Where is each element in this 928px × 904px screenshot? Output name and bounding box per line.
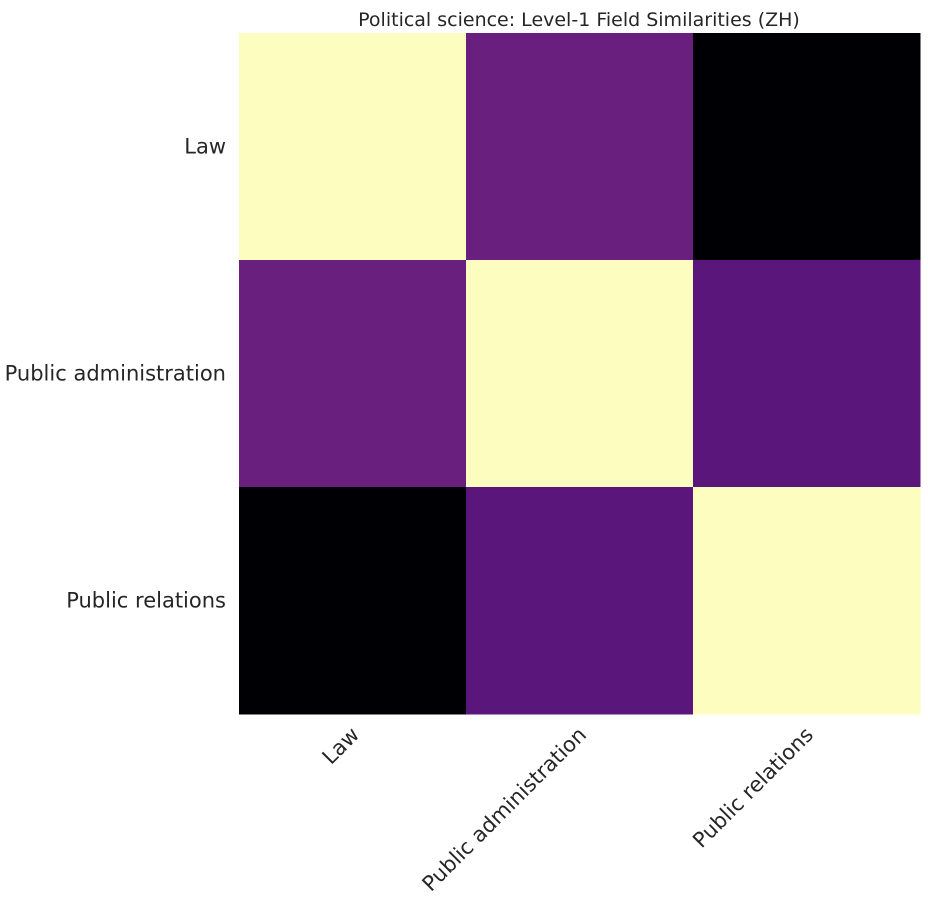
y-tick-label: Law (184, 135, 226, 159)
heatmap-cells (239, 33, 921, 715)
y-tick-labels: Law Public administration Public relations (5, 135, 226, 613)
x-tick-label: Public relations (688, 723, 818, 853)
x-tick-labels: Law Public administration Public relations (318, 723, 818, 897)
heatmap-cell-r1-c1 (466, 260, 694, 488)
y-tick-label: Public relations (66, 589, 226, 613)
heatmap-cell-r0-c2 (693, 33, 921, 261)
heatmap-cell-r0-c0 (239, 33, 467, 261)
x-tick-label: Public administration (418, 723, 592, 897)
heatmap-cell-r2-c2 (693, 487, 921, 715)
x-tick-label: Law (318, 723, 364, 769)
heatmap-cell-r1-c0 (239, 260, 467, 488)
heatmap-cell-r1-c2 (693, 260, 921, 488)
heatmap-cell-r2-c1 (466, 487, 694, 715)
heatmap-cell-r2-c0 (239, 487, 467, 715)
heatmap-cell-r0-c1 (466, 33, 694, 261)
chart-title: Political science: Level-1 Field Similar… (358, 9, 800, 31)
y-tick-label: Public administration (5, 362, 226, 386)
